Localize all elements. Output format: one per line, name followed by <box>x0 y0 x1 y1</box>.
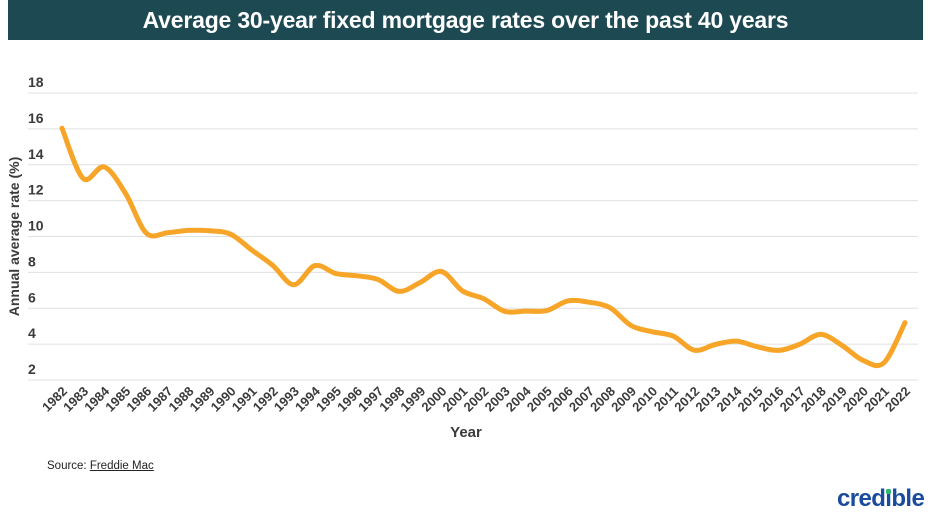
logo-text-after: ble <box>891 485 925 512</box>
logo-i-dot <box>885 488 891 494</box>
source-prefix: Source: <box>47 460 90 472</box>
x-tick-label-2022: 2022 <box>882 384 913 415</box>
credible-logo[interactable]: credı ble <box>837 485 925 512</box>
y-tick-label-4: 4 <box>28 325 36 341</box>
source-link[interactable]: Freddie Mac <box>89 460 154 472</box>
y-tick-label-6: 6 <box>28 289 36 305</box>
logo-i-stem: ı <box>885 485 892 512</box>
chart-title-banner: Average 30-year fixed mortgage rates ove… <box>8 0 923 40</box>
y-tick-label-2: 2 <box>28 361 36 377</box>
logo-i: ı <box>885 485 892 512</box>
chart-title: Average 30-year fixed mortgage rates ove… <box>142 6 789 33</box>
rate-line-series <box>59 125 908 369</box>
y-tick-label-12: 12 <box>28 182 44 198</box>
y-tick-label-14: 14 <box>28 146 44 162</box>
mortgage-rate-line-chart: 1816141210864219821983198419851986198719… <box>6 74 918 441</box>
y-axis-title: Annual average rate (%) <box>6 157 22 317</box>
y-tick-label-16: 16 <box>28 110 44 126</box>
y-tick-label-10: 10 <box>28 218 44 234</box>
y-tick-label-8: 8 <box>28 253 36 269</box>
x-axis-title: Year <box>450 424 482 441</box>
logo-text-before: cred <box>837 485 886 512</box>
chart-area: 18 16 14 12 10 8 6 4 2 1982 1983 1984 1985 1986 1987 19… <box>0 40 931 452</box>
source-note: Source: Freddie Mac <box>47 460 154 472</box>
y-tick-label-18: 18 <box>28 74 44 90</box>
